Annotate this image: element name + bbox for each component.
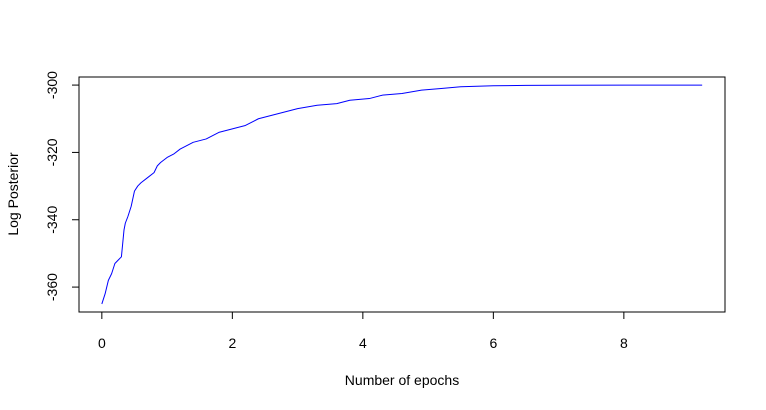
x-tick-label: 2 xyxy=(228,335,236,351)
y-axis-title: Log Posterior xyxy=(5,152,21,236)
y-tick-label: -340 xyxy=(44,206,60,234)
plot-box xyxy=(78,76,726,313)
x-tick-label: 8 xyxy=(620,335,628,351)
y-tick-label: -360 xyxy=(44,273,60,301)
y-axis: -360 -340 -320 -300 xyxy=(44,71,80,301)
y-tick-label: -300 xyxy=(44,71,60,99)
x-axis-title: Number of epochs xyxy=(345,372,459,388)
x-tick-label: 4 xyxy=(359,335,367,351)
series-layer xyxy=(101,84,703,305)
x-tick-label: 0 xyxy=(98,335,106,351)
series-line xyxy=(101,84,703,305)
x-tick-label: 6 xyxy=(489,335,497,351)
y-tick-label: -320 xyxy=(44,138,60,166)
x-axis: 0 2 4 6 8 xyxy=(98,311,628,351)
